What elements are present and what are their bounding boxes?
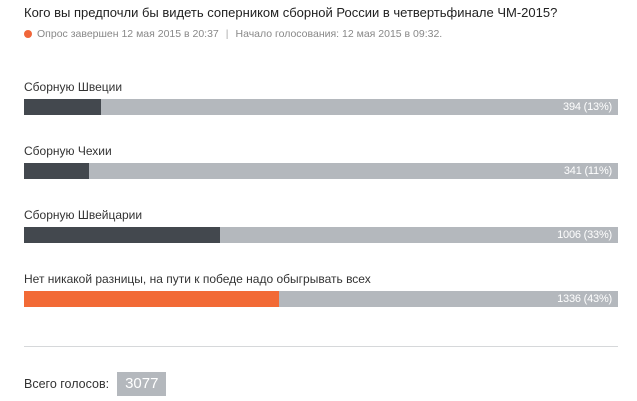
- option-bar: 394 (13%): [24, 99, 618, 115]
- option-bar: 1336 (43%): [24, 291, 618, 307]
- option-bar: 1006 (33%): [24, 227, 618, 243]
- option-count: 341 (11%): [563, 165, 612, 177]
- option-label: Нет никакой разницы, на пути к победе на…: [24, 272, 371, 286]
- poll-meta: Опрос завершен 12 мая 2015 в 20:37 | Нач…: [24, 27, 618, 41]
- option-bar-fill: [24, 291, 280, 307]
- poll-start: Начало голосования: 12 мая 2015 в 09:32.: [235, 28, 443, 40]
- meta-separator: |: [225, 28, 229, 40]
- option-label: Сборную Чехии: [24, 144, 112, 158]
- option-label: Сборную Швейцарии: [24, 208, 143, 222]
- total-votes-label: Всего голосов:: [24, 377, 110, 391]
- poll-option-czech: Сборную Чехии 341 (11%): [24, 143, 618, 179]
- poll-option-switzerland: Сборную Швейцарии 1006 (33%): [24, 207, 618, 243]
- total-votes-value: 3077: [117, 372, 167, 396]
- poll-option-no-difference: Нет никакой разницы, на пути к победе на…: [24, 271, 618, 307]
- total-votes: Всего голосов: 3077: [24, 372, 167, 396]
- option-bar-fill: [24, 227, 221, 243]
- option-bar: 341 (11%): [24, 163, 618, 179]
- option-bar-fill: [24, 163, 90, 179]
- option-count: 1006 (33%): [557, 229, 612, 241]
- option-label: Сборную Швеции: [24, 80, 123, 94]
- option-count: 394 (13%): [563, 101, 612, 113]
- status-dot-icon: [24, 30, 32, 38]
- divider: [24, 346, 618, 347]
- poll-status: Опрос завершен 12 мая 2015 в 20:37: [37, 28, 219, 40]
- option-bar-fill: [24, 99, 102, 115]
- poll-question: Кого вы предпочли бы видеть соперником с…: [24, 5, 558, 20]
- poll-option-sweden: Сборную Швеции 394 (13%): [24, 79, 618, 115]
- option-count: 1336 (43%): [557, 293, 612, 305]
